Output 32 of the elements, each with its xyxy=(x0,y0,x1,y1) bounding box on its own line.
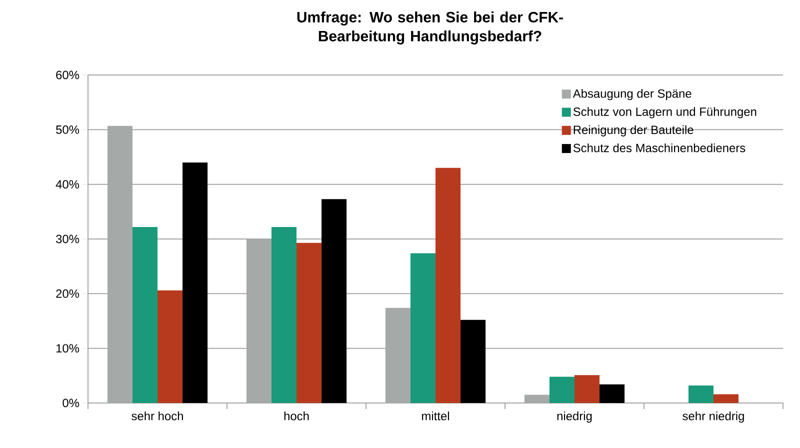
bar xyxy=(714,394,739,403)
x-tick-label: sehr niedrig xyxy=(682,412,744,423)
x-tick-label: niedrig xyxy=(557,412,592,423)
x-tick-label: sehr hoch xyxy=(132,412,183,420)
y-tick-label: 10% xyxy=(56,344,80,353)
chart-title: Umfrage: Wo sehen Sie bei der CFK-Bearbeitung Handlungsbedarf? xyxy=(297,12,563,44)
bar xyxy=(410,253,436,403)
legend-label: Absaugung der Späne xyxy=(572,89,692,100)
bar xyxy=(296,242,322,403)
bar xyxy=(271,226,297,403)
bar xyxy=(549,376,575,403)
y-tick-label: 0% xyxy=(62,398,80,408)
bar xyxy=(688,385,714,403)
bar xyxy=(182,162,208,403)
y-tick-label: 40% xyxy=(56,180,80,189)
bar xyxy=(322,199,347,403)
bar xyxy=(436,168,461,403)
y-tick-label: 30% xyxy=(56,234,80,244)
legend-label: Schutz von Lagern und Führungen xyxy=(573,107,756,118)
bar xyxy=(460,320,486,403)
legend-label: Schutz des Maschinenbedieners xyxy=(573,143,746,152)
legend-label: Reinigung der Bauteile xyxy=(574,125,694,136)
y-tick-label: 20% xyxy=(56,289,80,298)
bar xyxy=(600,384,625,403)
bar xyxy=(132,226,158,403)
y-tick-label: 60% xyxy=(56,70,80,80)
x-tick-label: hoch xyxy=(284,412,309,420)
y-tick-label: 50% xyxy=(56,125,80,134)
bar xyxy=(524,394,550,403)
bar xyxy=(158,290,183,403)
x-tick-label: mittel xyxy=(422,412,449,420)
bar xyxy=(574,375,600,403)
